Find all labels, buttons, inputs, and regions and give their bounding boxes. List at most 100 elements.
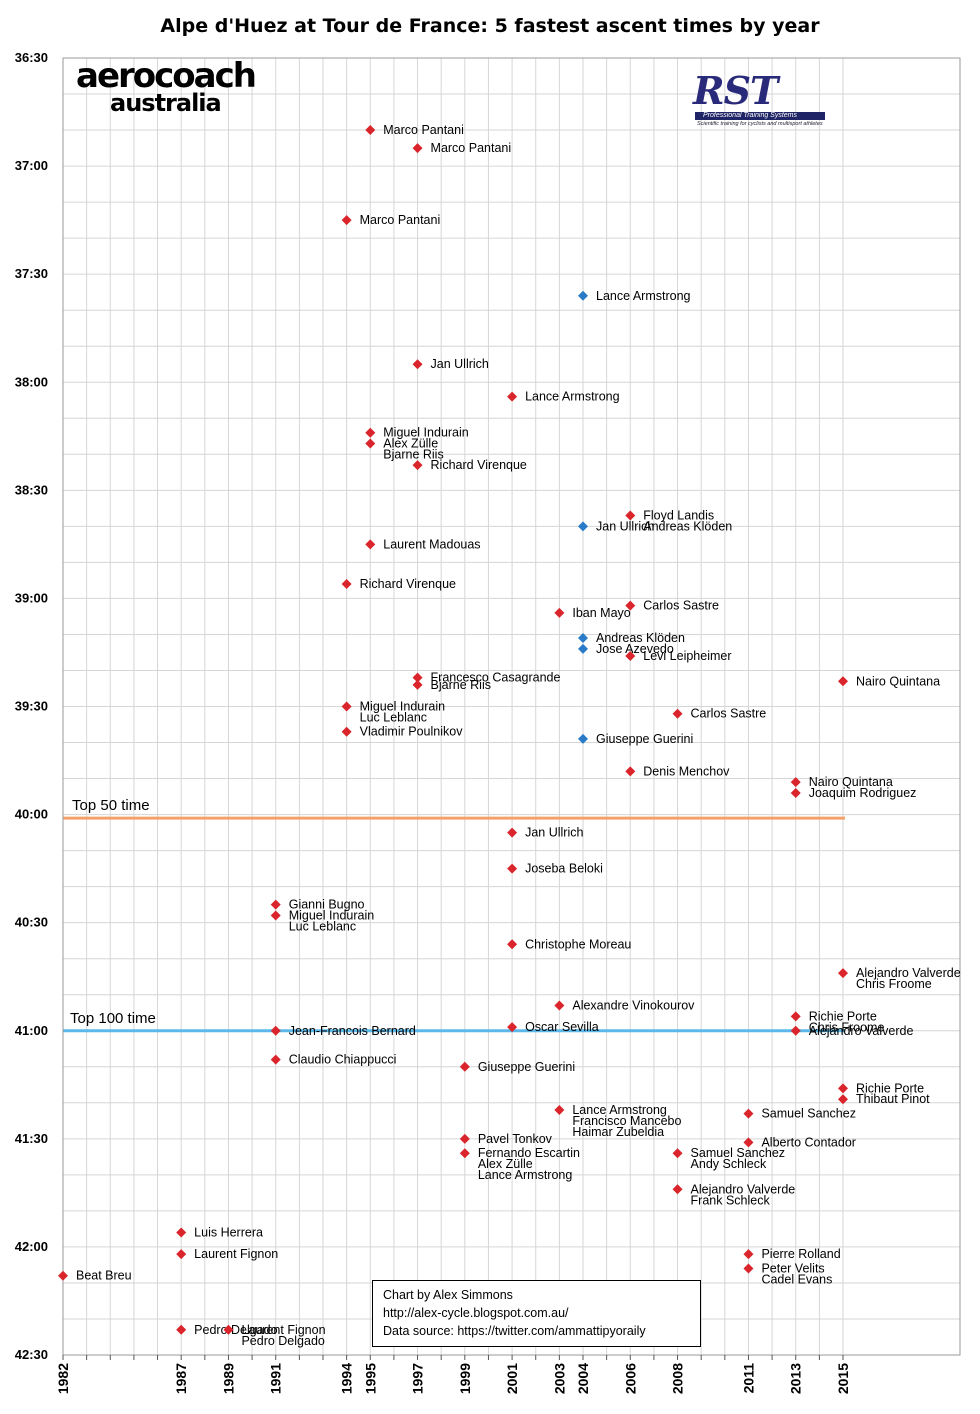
data-point-marker bbox=[838, 676, 848, 687]
data-point-marker bbox=[625, 600, 636, 611]
data-point-label: Samuel Sanchez bbox=[761, 1107, 856, 1121]
data-point-marker bbox=[507, 1022, 518, 1033]
data-point-label: Pavel Tonkov bbox=[478, 1132, 553, 1146]
data-point-marker bbox=[790, 787, 801, 798]
data-point-label: Jean-Francois Bernard bbox=[289, 1024, 416, 1038]
data-point-marker bbox=[743, 1108, 754, 1119]
data-point-label: Marco Pantani bbox=[383, 123, 464, 137]
data-point-marker bbox=[838, 1083, 848, 1094]
data-point-marker bbox=[790, 1011, 801, 1022]
data-point-label: Laurent Madouas bbox=[383, 537, 480, 551]
data-point-marker bbox=[176, 1324, 187, 1335]
y-tick-label: 40:00 bbox=[15, 807, 48, 822]
data-point-marker bbox=[554, 1105, 565, 1116]
x-tick-label: 1987 bbox=[173, 1363, 189, 1394]
data-point-marker bbox=[365, 539, 376, 550]
data-point-marker bbox=[507, 863, 518, 874]
y-tick-label: 40:30 bbox=[15, 915, 48, 930]
data-point-marker bbox=[270, 910, 281, 921]
data-point-label: Andreas Klöden bbox=[596, 631, 685, 645]
credit-box: Chart by Alex Simmons http://alex-cycle.… bbox=[372, 1280, 701, 1347]
x-tick-label: 2003 bbox=[551, 1363, 567, 1394]
data-point-marker bbox=[412, 672, 423, 683]
data-point-label: Alejandro Valverde Chris Froome bbox=[856, 966, 961, 991]
data-point-label: Denis Menchov bbox=[643, 764, 730, 778]
credit-blog-link[interactable]: http://alex-cycle.blogspot.com.au/ bbox=[383, 1306, 569, 1320]
data-point-label: Laurent Fignon bbox=[194, 1247, 278, 1261]
data-point-marker bbox=[554, 607, 565, 618]
gridlines bbox=[62, 57, 960, 1356]
data-point-label: Marco Pantani bbox=[431, 141, 512, 155]
credit-data-source: Data source: https://twitter.com/ammatti… bbox=[383, 1324, 646, 1338]
data-point-marker bbox=[270, 1025, 281, 1036]
x-tick-label: 1991 bbox=[268, 1363, 284, 1394]
data-point-label: Thibaut Pinot bbox=[856, 1092, 930, 1106]
data-point-label: Pierre Rolland bbox=[761, 1247, 840, 1261]
data-point-marker bbox=[578, 733, 588, 744]
data-point-marker bbox=[578, 521, 588, 532]
data-point-label: Peter Velits Cadel Evans bbox=[761, 1262, 832, 1287]
data-point-marker bbox=[790, 777, 801, 788]
y-tick-label: 39:00 bbox=[15, 590, 48, 605]
data-point-label: Oscar Sevilla bbox=[525, 1020, 599, 1034]
data-point-marker bbox=[341, 701, 352, 712]
data-point-label: Giuseppe Guerini bbox=[478, 1060, 575, 1074]
data-point-marker bbox=[270, 899, 281, 910]
x-tick-label: 2015 bbox=[835, 1363, 851, 1394]
x-tick-label: 2008 bbox=[670, 1363, 686, 1394]
y-tick-label: 38:30 bbox=[15, 482, 48, 497]
data-point-label: Vladimir Poulnikov bbox=[360, 725, 464, 739]
data-point-marker bbox=[223, 1324, 234, 1335]
data-point-label: Alejandro Valverde bbox=[809, 1024, 914, 1038]
data-point-marker bbox=[341, 215, 352, 226]
rst-tagline: Professional Training Systems bbox=[695, 112, 825, 120]
data-point-label: Christophe Moreau bbox=[525, 937, 631, 951]
tick-labels: 36:30 37:00 37:30 38:00 38:30 39:00 39:30 40:00… bbox=[15, 50, 851, 1394]
y-tick-label: 39:30 bbox=[15, 699, 48, 714]
data-point-marker bbox=[743, 1249, 754, 1260]
data-point-label: Joseba Beloki bbox=[525, 862, 603, 876]
data-point-marker bbox=[176, 1227, 187, 1238]
data-point-label: Lance Armstrong Francisco Mancebo Haimar Z… bbox=[572, 1103, 681, 1139]
data-point-marker bbox=[412, 359, 423, 370]
data-point-label: Jan Ullrich bbox=[596, 519, 654, 533]
data-point-label: Iban Mayo bbox=[572, 606, 630, 620]
data-point-label: Joaquim Rodriguez bbox=[809, 786, 917, 800]
data-point-label: Lance Armstrong bbox=[596, 289, 691, 303]
data-point-label: Gianni Bugno bbox=[289, 898, 365, 912]
axes bbox=[62, 57, 961, 1360]
chart-title: Alpe d'Huez at Tour de France: 5 fastest… bbox=[160, 15, 820, 37]
plot-border bbox=[62, 57, 961, 1356]
data-point-marker bbox=[743, 1263, 754, 1274]
credit-author: Chart by Alex Simmons bbox=[383, 1288, 513, 1302]
data-point-label: Miguel Indurain Luc Leblanc bbox=[289, 908, 375, 933]
data-point-label: Richard Virenque bbox=[360, 577, 456, 591]
y-tick-label: 38:00 bbox=[15, 374, 48, 389]
data-point-marker bbox=[176, 1249, 187, 1260]
data-point-marker bbox=[412, 143, 423, 154]
data-point-label: Alex Zülle Bjarne Riis bbox=[383, 436, 443, 461]
data-point-marker bbox=[554, 1000, 565, 1011]
data-point-marker bbox=[743, 1137, 754, 1148]
data-point-label: Bjarne Riis bbox=[431, 678, 491, 692]
y-tick-label: 37:00 bbox=[15, 158, 48, 173]
data-point-label: Richie Porte Chris Froome bbox=[809, 1009, 885, 1034]
x-tick-label: 1994 bbox=[339, 1363, 355, 1394]
data-point-label: Carlos Sastre bbox=[643, 599, 719, 613]
data-point-marker bbox=[365, 438, 376, 449]
data-point-label: Samuel Sanchez Andy Schleck bbox=[691, 1146, 786, 1171]
y-tick-label: 37:30 bbox=[15, 266, 48, 281]
y-tick-label: 36:30 bbox=[15, 50, 48, 65]
data-point-label: Nairo Quintana bbox=[856, 674, 940, 688]
data-point-marker bbox=[672, 708, 683, 719]
data-point-marker bbox=[459, 1133, 470, 1144]
x-tick-label: 1989 bbox=[220, 1363, 236, 1394]
data-point-label: Miguel Indurain bbox=[383, 426, 469, 440]
data-point-marker bbox=[412, 460, 423, 471]
data-point-marker bbox=[672, 1184, 683, 1195]
rst-subtitle: Scientific training for cyclists and mul… bbox=[697, 121, 823, 127]
data-point-marker bbox=[58, 1270, 68, 1281]
data-point-marker bbox=[341, 579, 352, 590]
